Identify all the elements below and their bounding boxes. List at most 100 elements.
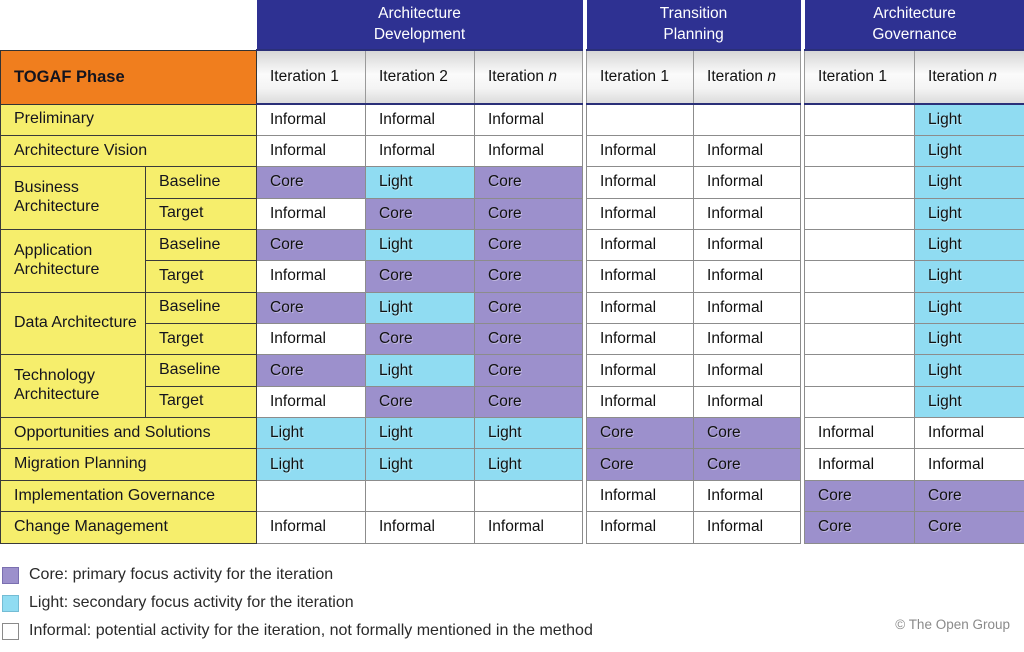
matrix-row: Target Informal Core Core Informal Informal Li… (1, 197, 1024, 230)
matrix-cell: Light (365, 291, 475, 325)
matrix-cell (804, 323, 916, 356)
phase-cell: Implementation Governance (0, 479, 257, 513)
matrix-cell: Informal (586, 354, 695, 387)
matrix-row: Target Informal Core Core Informal Informal Li… (1, 323, 1024, 356)
matrix-cell: Core (473, 260, 584, 293)
matrix-cell: Informal (693, 385, 802, 419)
matrix-cell: Informal (586, 260, 695, 293)
iteration-n-italic: n (548, 68, 557, 85)
matrix-row: Technology Architecture Baseline Core Light… (0, 354, 1024, 419)
phase-cell: Application Architecture (0, 228, 146, 293)
matrix-row: Target Informal Core Core Informal Informal Li… (1, 385, 1024, 419)
matrix-cell (804, 134, 916, 168)
matrix-cell: Core (256, 291, 366, 325)
matrix-cell: Light (914, 385, 1024, 419)
phase-cell: Business Architecture (0, 166, 146, 230)
phase-cell: Architecture Vision (0, 134, 257, 168)
group-gap (582, 50, 587, 104)
matrix-row: Data Architecture Baseline Core Light Core In… (0, 291, 1024, 356)
group-gap (582, 135, 587, 167)
matrix-cell: Core (473, 291, 584, 325)
matrix-cell: Core (473, 385, 584, 419)
matrix-cell: Informal (693, 228, 802, 262)
matrix-row: Implementation Governance Informal Informa… (0, 479, 1024, 513)
iteration-label: Iteration 1 (600, 68, 669, 85)
matrix-cell: Informal (586, 385, 695, 419)
matrix-cell: Core (365, 385, 475, 419)
matrix-cell: Core (473, 228, 584, 262)
matrix-cell: Core (365, 260, 475, 293)
matrix-cell: Informal (693, 197, 802, 230)
group-gap (582, 448, 587, 481)
matrix-cell: Core (256, 354, 366, 387)
iteration-label: Iteration (928, 68, 989, 85)
matrix-cell: Core (586, 448, 695, 481)
group-gap (582, 480, 587, 512)
sub-phase-cell: Target (145, 197, 257, 230)
matrix-cell: Informal (256, 197, 366, 230)
matrix-cell: Informal (586, 134, 695, 168)
matrix-cell: Informal (693, 479, 802, 513)
matrix-cell: Light (365, 228, 475, 262)
iteration-n-italic: n (988, 68, 997, 85)
phase-cell: Change Management (0, 511, 257, 544)
iteration-header-cell: Iteration 1 (804, 49, 916, 105)
matrix-cell (804, 228, 916, 262)
matrix-cell: Informal (804, 417, 916, 450)
group-gap (582, 198, 587, 230)
iteration-label: Iteration 1 (270, 68, 339, 85)
iteration-matrix-table: Architecture Development Transition Plan… (0, 0, 1024, 544)
matrix-cell: Core (693, 448, 802, 481)
group-header-architecture-development: Architecture Development (256, 0, 583, 50)
group-gap (800, 511, 805, 544)
matrix-cell: Informal (473, 511, 584, 544)
group-gap (800, 198, 805, 230)
matrix-cell: Core (473, 354, 584, 387)
matrix-cell: Core (473, 197, 584, 230)
iteration-n-italic: n (767, 68, 776, 85)
matrix-cell: Informal (693, 166, 802, 199)
matrix-cell: Core (365, 197, 475, 230)
matrix-cell: Informal (473, 134, 584, 168)
group-gap (582, 260, 587, 293)
matrix-cell: Informal (365, 511, 475, 544)
matrix-cell: Informal (693, 291, 802, 325)
matrix-cell: Light (914, 103, 1024, 136)
matrix-cell: Informal (256, 134, 366, 168)
matrix-cell: Informal (256, 385, 366, 419)
matrix-row: Business Architecture Baseline Core Light Co… (0, 166, 1024, 230)
group-gap (800, 448, 805, 481)
matrix-row: Opportunities and Solutions Light Light Lig… (0, 417, 1024, 450)
phase-cell: Opportunities and Solutions (0, 417, 257, 450)
group-gap (582, 417, 587, 449)
matrix-cell: Informal (365, 134, 475, 168)
matrix-cell (586, 103, 695, 136)
group-gap (800, 0, 805, 50)
matrix-row: Application Architecture Baseline Core Ligh… (0, 228, 1024, 293)
group-gap (800, 323, 805, 355)
matrix-cell: Core (914, 511, 1024, 544)
sub-phase-cell: Target (145, 260, 257, 293)
matrix-cell: Informal (693, 260, 802, 293)
group-header-transition-planning: Transition Planning (586, 0, 801, 50)
group-gap (800, 135, 805, 167)
group-gap (582, 104, 587, 136)
matrix-cell: Informal (693, 134, 802, 168)
group-gap (582, 323, 587, 355)
matrix-cell: Light (914, 354, 1024, 387)
group-gap (800, 417, 805, 449)
matrix-cell (804, 260, 916, 293)
matrix-cell: Informal (693, 354, 802, 387)
group-gap (800, 104, 805, 136)
matrix-cell: Informal (586, 511, 695, 544)
corner-blank-cell (0, 0, 257, 50)
togaf-phase-header-cell: TOGAF Phase (0, 49, 257, 105)
matrix-cell: Light (914, 291, 1024, 325)
group-gap (582, 386, 587, 418)
matrix-cell: Informal (586, 197, 695, 230)
matrix-cell: Light (914, 260, 1024, 293)
group-gap (800, 292, 805, 324)
phase-cell: Migration Planning (0, 448, 257, 481)
matrix-cell: Informal (256, 260, 366, 293)
group-header-architecture-governance: Architecture Governance (804, 0, 1024, 50)
